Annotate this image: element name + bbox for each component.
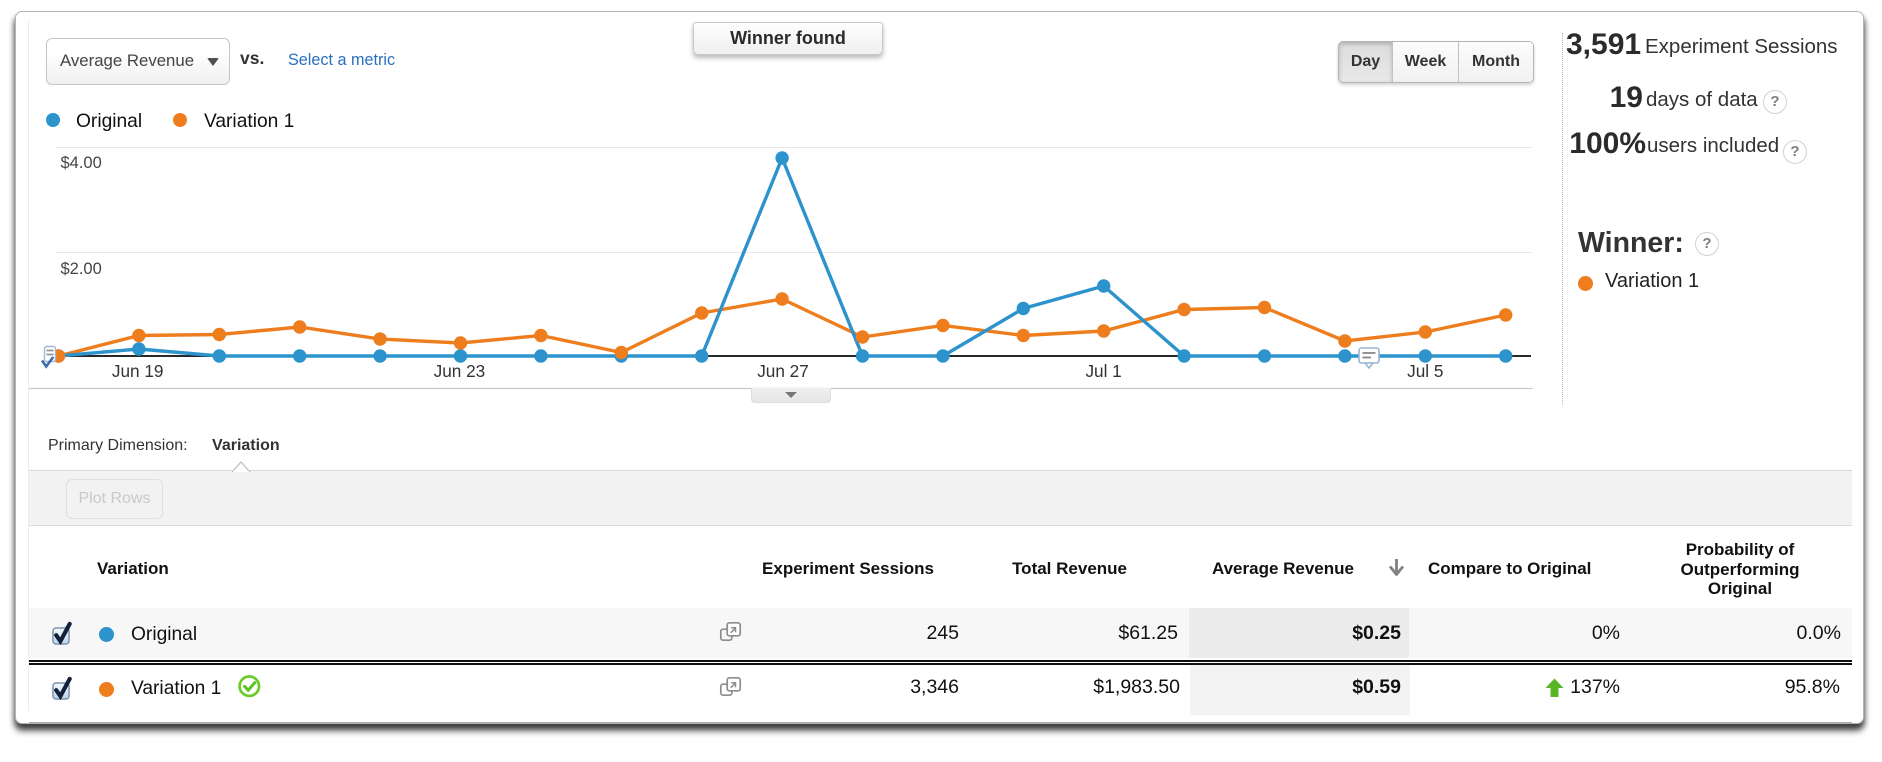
svg-text:$2.00: $2.00 <box>61 260 102 278</box>
svg-text:$4.00: $4.00 <box>61 154 102 172</box>
svg-text:Jul 1: Jul 1 <box>1085 361 1121 381</box>
svg-text:Jul 5: Jul 5 <box>1407 361 1443 381</box>
svg-text:Jun 27: Jun 27 <box>757 361 809 381</box>
svg-text:Jun 23: Jun 23 <box>434 361 486 381</box>
svg-text:Jun 19: Jun 19 <box>112 361 164 381</box>
